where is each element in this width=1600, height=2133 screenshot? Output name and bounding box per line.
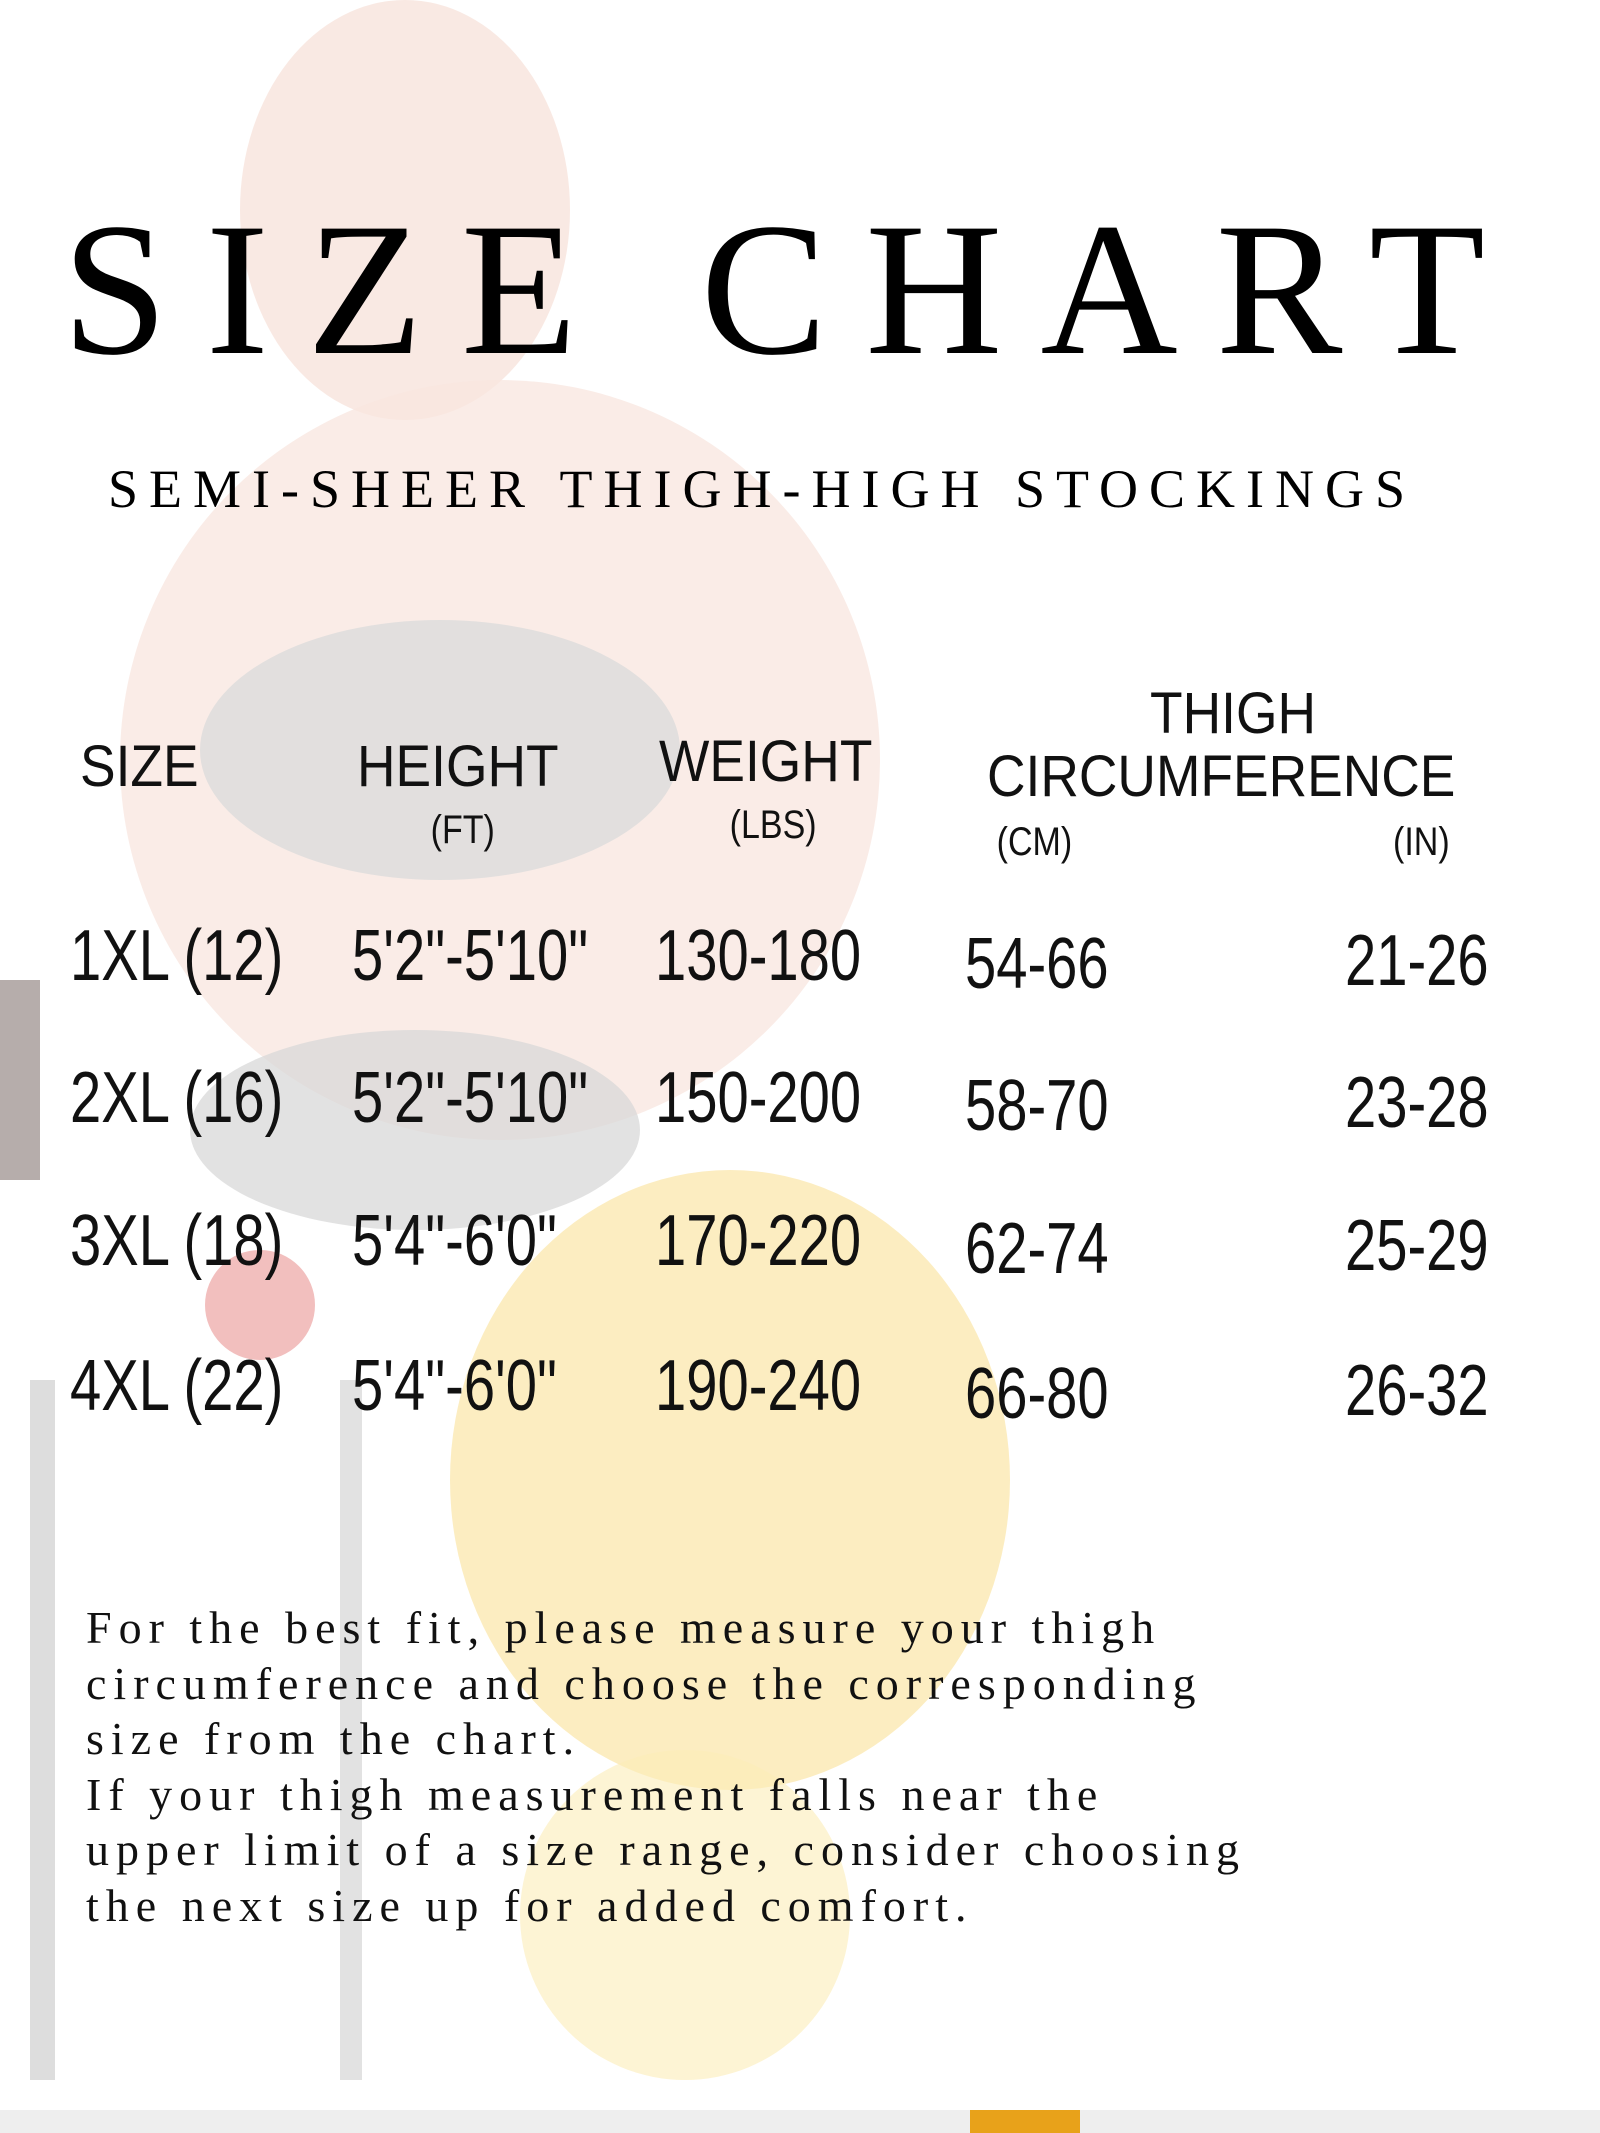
product-subtitle: SEMI-SHEER THIGH-HIGH STOCKINGS	[108, 459, 1417, 519]
cell-cm: 66-80	[965, 1354, 1109, 1434]
cell-weight: 150-200	[655, 1058, 862, 1138]
header-weight: WEIGHT	[659, 729, 873, 794]
cell-in: 21-26	[1345, 921, 1489, 1001]
cell-height: 5'2"-5'10"	[352, 916, 589, 996]
cell-weight: 190-240	[655, 1346, 862, 1426]
cell-cm: 58-70	[965, 1066, 1109, 1146]
cell-height: 5'4"-6'0"	[352, 1201, 557, 1281]
cell-size: 2XL (16)	[70, 1058, 284, 1138]
header-size: SIZE	[80, 734, 199, 799]
cell-in: 23-28	[1345, 1063, 1489, 1143]
header-in-unit: (IN)	[1392, 820, 1450, 864]
header-height-unit: (FT)	[430, 808, 495, 852]
cell-size: 1XL (12)	[70, 916, 284, 996]
cell-in: 26-32	[1345, 1351, 1489, 1431]
header-cm-unit: (CM)	[996, 820, 1073, 864]
header-thigh: THIGH	[1150, 681, 1317, 746]
cell-cm: 54-66	[965, 924, 1109, 1004]
cell-size: 3XL (18)	[70, 1201, 284, 1281]
page-title: SIZE CHART	[62, 185, 1524, 395]
cell-weight: 130-180	[655, 916, 862, 996]
fit-advice-text: For the best fit, please measure your th…	[86, 1602, 1246, 1931]
header-height: HEIGHT	[357, 734, 559, 799]
cell-height: 5'2"-5'10"	[352, 1058, 589, 1138]
cell-height: 5'4"-6'0"	[352, 1346, 557, 1426]
cell-cm: 62-74	[965, 1209, 1109, 1289]
header-weight-unit: (LBS)	[729, 803, 817, 847]
cell-in: 25-29	[1345, 1206, 1489, 1286]
cell-size: 4XL (22)	[70, 1346, 284, 1426]
header-circumference: CIRCUMFERENCE	[987, 744, 1456, 809]
cell-weight: 170-220	[655, 1201, 862, 1281]
